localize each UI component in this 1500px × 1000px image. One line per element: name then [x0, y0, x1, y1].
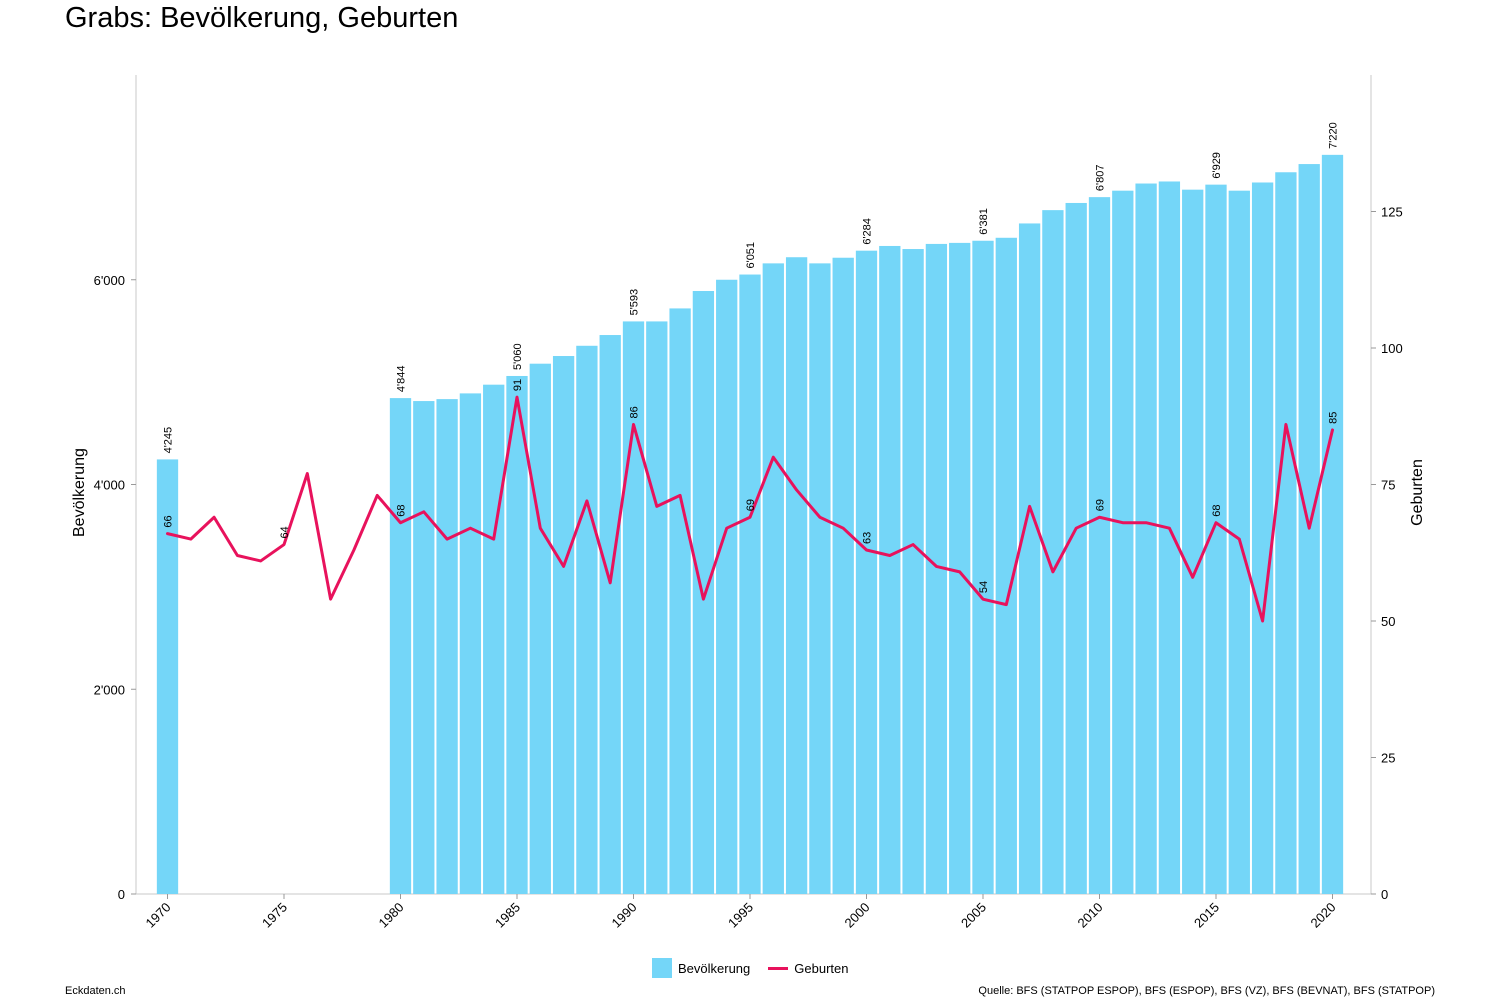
- geburten-line: [166, 395, 1334, 623]
- bar: [1205, 184, 1227, 895]
- bar: [459, 393, 482, 894]
- bar: [879, 245, 901, 894]
- line-data-label: 69: [745, 499, 757, 511]
- bar: [1135, 183, 1157, 894]
- legend-label-bevoelkerung: Bevölkerung: [678, 960, 751, 976]
- y2-tick-label: 25: [1381, 751, 1395, 766]
- bar: [669, 308, 691, 894]
- bar: [762, 263, 784, 894]
- bar: [436, 399, 458, 894]
- bar: [925, 243, 948, 894]
- bar: [529, 363, 551, 894]
- y-tick-label: 2'000: [94, 682, 125, 697]
- bar: [1018, 223, 1041, 895]
- bar: [809, 263, 831, 894]
- line-data-label: 69: [1095, 499, 1107, 511]
- x-tick-label: 1995: [725, 900, 756, 931]
- bar: [972, 240, 994, 895]
- bar: [855, 250, 878, 894]
- x-tick-label: 1980: [376, 900, 407, 931]
- y-axis-title: Bevölkerung: [71, 448, 88, 537]
- bar: [1251, 182, 1274, 894]
- bar: [1088, 197, 1111, 895]
- bar: [483, 384, 505, 894]
- legend-swatch-line: [768, 966, 789, 970]
- x-tick-label: 2010: [1075, 900, 1106, 931]
- y2-tick-label: 75: [1381, 478, 1395, 493]
- x-tick-label: 2005: [958, 900, 989, 931]
- bar: [1158, 181, 1181, 895]
- bar: [995, 237, 1017, 894]
- line-data-label: 63: [862, 532, 874, 544]
- y2-tick-label: 50: [1381, 614, 1395, 629]
- bar: [156, 459, 179, 894]
- bar-data-label: 5'060: [512, 343, 524, 370]
- bar-data-label: 6'284: [862, 218, 874, 245]
- line-data-label: 86: [629, 406, 641, 418]
- bar-data-label: 7'220: [1328, 122, 1340, 149]
- y2-tick-label: 0: [1381, 887, 1388, 902]
- legend-item-bevoelkerung[interactable]: Bevölkerung: [652, 958, 750, 978]
- bar: [552, 356, 575, 894]
- line-data-label: 85: [1328, 412, 1340, 424]
- legend-item-geburten[interactable]: Geburten: [768, 961, 848, 976]
- bar-data-label: 4'844: [396, 366, 408, 393]
- line-data-label: 68: [1211, 504, 1223, 516]
- x-tick-label: 1970: [143, 900, 174, 931]
- line-data-label: 91: [512, 379, 524, 391]
- bar-data-label: 6'051: [745, 242, 757, 269]
- line-data-label: 64: [279, 526, 291, 538]
- x-tick-label: 2020: [1308, 900, 1339, 931]
- x-tick-label: 1985: [492, 900, 523, 931]
- bar: [1112, 190, 1134, 895]
- bar: [506, 375, 528, 894]
- bar: [599, 335, 621, 895]
- bar: [785, 257, 808, 894]
- line-data-label: 68: [396, 504, 408, 516]
- x-tick-label: 1975: [259, 900, 290, 931]
- bar: [1321, 154, 1344, 895]
- line-data-label: 54: [978, 581, 990, 593]
- bar: [646, 321, 668, 894]
- bar: [576, 345, 598, 894]
- bar-data-label: 6'929: [1211, 152, 1223, 179]
- bar-data-label: 4'245: [163, 427, 175, 454]
- x-tick-label: 2015: [1191, 900, 1222, 931]
- x-tick-label: 1990: [609, 900, 640, 931]
- bar: [1042, 210, 1064, 894]
- legend-label-geburten: Geburten: [794, 960, 849, 976]
- bar: [1275, 172, 1297, 895]
- chart-title: Grabs: Bevölkerung, Geburten: [65, 2, 459, 34]
- bar-data-label: 6'807: [1095, 165, 1107, 192]
- bar: [832, 257, 854, 894]
- bar: [902, 249, 924, 895]
- bar: [389, 398, 412, 894]
- bar: [949, 242, 971, 894]
- bar-data-label: 6'381: [978, 208, 990, 235]
- x-tick-label: 2000: [842, 900, 873, 931]
- y-tick-label: 4'000: [94, 478, 125, 493]
- bar: [739, 274, 761, 894]
- footer-source-note: Quelle: BFS (STATPOP ESPOP), BFS (ESPOP)…: [978, 985, 1435, 997]
- bar: [413, 401, 435, 894]
- bar-data-label: 5'593: [629, 289, 641, 316]
- y2-tick-label: 125: [1381, 205, 1403, 220]
- bar: [1182, 189, 1204, 894]
- plot-area: 0 2'000 4'000 6'000 0 25 50 75 100 125 Bevölkerung…: [71, 75, 1426, 931]
- y2-tick-label: 100: [1381, 341, 1403, 356]
- footer-source-site: Eckdaten.ch: [65, 985, 126, 997]
- bar: [1065, 202, 1087, 894]
- legend-swatch-bars: [652, 958, 672, 978]
- y2-axis-title: Geburten: [1409, 459, 1426, 526]
- legend: Bevölkerung Geburten: [652, 958, 858, 978]
- y-tick-label: 0: [118, 887, 125, 902]
- line-data-label: 66: [163, 515, 175, 527]
- bar: [716, 279, 738, 894]
- y-tick-label: 6'000: [94, 273, 125, 288]
